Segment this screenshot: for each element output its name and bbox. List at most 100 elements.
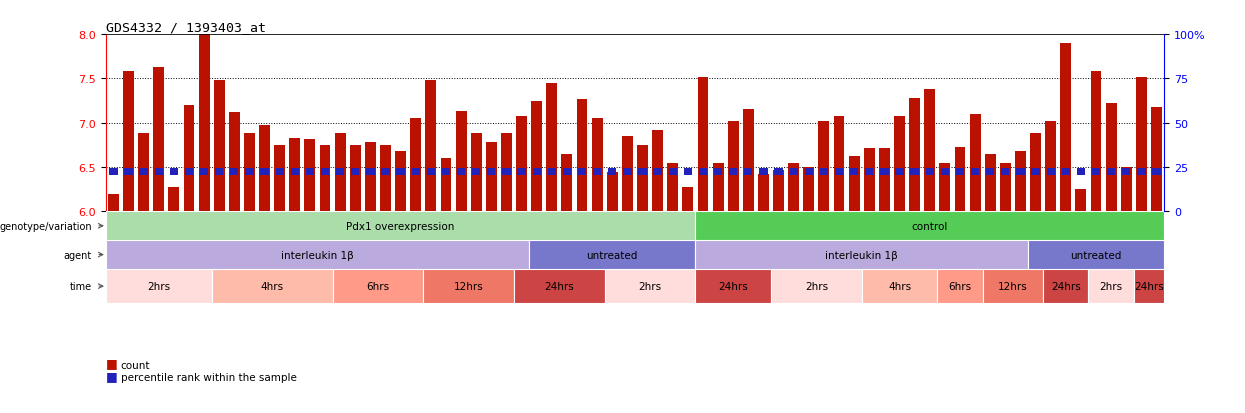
Bar <box>335 134 346 212</box>
Bar <box>684 169 692 175</box>
Text: 6hrs: 6hrs <box>949 281 971 292</box>
Text: Pdx1 overexpression: Pdx1 overexpression <box>346 221 454 231</box>
Bar <box>880 169 889 175</box>
Text: 12hrs: 12hrs <box>453 281 483 292</box>
Bar <box>183 106 194 212</box>
Bar <box>591 119 603 212</box>
Bar <box>215 169 223 175</box>
Bar <box>1015 152 1026 212</box>
Bar <box>486 143 497 212</box>
Bar <box>561 154 573 212</box>
Bar <box>1091 72 1102 212</box>
Text: interleukin 1β: interleukin 1β <box>825 250 898 260</box>
Bar <box>1030 134 1041 212</box>
Bar <box>1016 169 1025 175</box>
Bar <box>1092 169 1101 175</box>
Text: 2hrs: 2hrs <box>147 281 171 292</box>
Bar <box>106 212 696 241</box>
Bar <box>487 169 496 175</box>
Bar <box>471 134 482 212</box>
Bar <box>773 170 784 212</box>
Bar <box>533 169 540 175</box>
Bar <box>153 68 164 212</box>
Bar <box>804 169 813 175</box>
Bar <box>712 163 723 212</box>
Bar <box>260 169 269 175</box>
Bar <box>548 169 557 175</box>
Bar <box>229 113 240 212</box>
Bar <box>986 169 995 175</box>
Bar <box>1088 269 1134 304</box>
Bar <box>1077 169 1086 175</box>
Bar <box>894 116 905 212</box>
Bar <box>879 148 890 212</box>
Bar <box>518 169 525 175</box>
Text: agent: agent <box>63 250 92 260</box>
Bar <box>1043 269 1088 304</box>
Bar <box>259 125 270 212</box>
Bar <box>639 169 646 175</box>
Bar <box>758 175 769 212</box>
Text: 2hrs: 2hrs <box>639 281 661 292</box>
Bar <box>834 116 844 212</box>
Bar <box>457 169 466 175</box>
Bar <box>605 269 696 304</box>
Bar <box>909 99 920 212</box>
Bar <box>426 81 436 212</box>
Bar <box>578 169 586 175</box>
Bar <box>728 122 738 212</box>
Bar <box>697 78 708 212</box>
Bar <box>350 145 361 212</box>
Text: 12hrs: 12hrs <box>998 281 1028 292</box>
Bar <box>336 169 345 175</box>
Bar <box>1122 169 1130 175</box>
Bar <box>168 187 179 212</box>
Text: GDS4332 / 1393403_at: GDS4332 / 1393403_at <box>106 21 266 34</box>
Bar <box>835 169 843 175</box>
Bar <box>381 169 390 175</box>
Bar <box>321 169 329 175</box>
Bar <box>985 154 996 212</box>
Bar <box>576 100 588 212</box>
Bar <box>200 169 208 175</box>
Bar <box>427 169 435 175</box>
Bar <box>472 169 481 175</box>
Bar <box>862 269 937 304</box>
Bar <box>411 119 421 212</box>
Bar <box>818 122 829 212</box>
Bar <box>110 169 117 175</box>
Bar <box>788 163 799 212</box>
Bar <box>365 143 376 212</box>
Bar <box>1152 107 1162 212</box>
Bar <box>106 269 212 304</box>
Bar <box>1028 241 1164 269</box>
Bar <box>306 169 314 175</box>
Bar <box>789 169 798 175</box>
Bar <box>456 112 467 212</box>
Bar <box>937 269 982 304</box>
Bar <box>517 116 527 212</box>
Bar <box>895 169 904 175</box>
Bar <box>1106 104 1117 212</box>
Bar <box>1153 169 1160 175</box>
Bar <box>1062 169 1069 175</box>
Bar <box>713 169 722 175</box>
Text: genotype/variation: genotype/variation <box>0 221 92 231</box>
Bar <box>230 169 239 175</box>
Bar <box>745 169 752 175</box>
Bar <box>669 169 677 175</box>
Text: 6hrs: 6hrs <box>366 281 390 292</box>
Bar <box>199 35 209 212</box>
Bar <box>849 157 859 212</box>
Bar <box>696 212 1164 241</box>
Text: 24hrs: 24hrs <box>718 281 748 292</box>
Bar <box>123 72 134 212</box>
Bar <box>305 140 315 212</box>
Text: 24hrs: 24hrs <box>1051 281 1081 292</box>
Bar <box>941 169 949 175</box>
Text: percentile rank within the sample: percentile rank within the sample <box>121 372 296 382</box>
Bar <box>214 81 224 212</box>
Bar <box>654 169 662 175</box>
Bar <box>1001 169 1010 175</box>
Bar <box>682 187 693 212</box>
